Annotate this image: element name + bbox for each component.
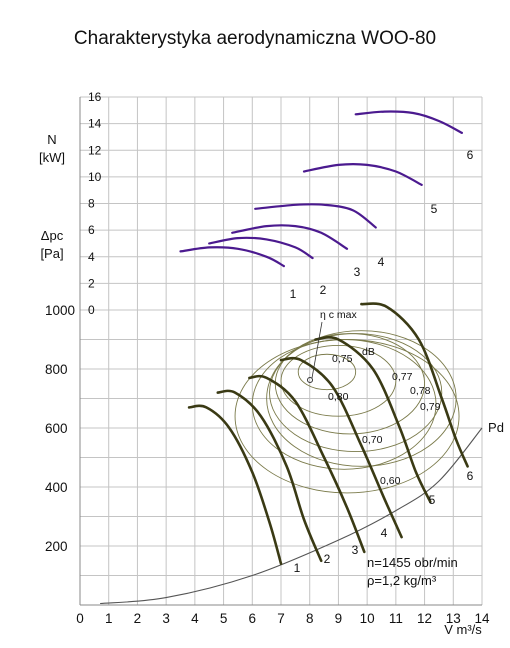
pressure-curve-6 — [360, 302, 469, 468]
power-tick-label: 14 — [88, 117, 102, 131]
efficiency-label: 0,78 — [410, 385, 431, 397]
pressure-tick-label: 200 — [45, 539, 68, 554]
power-curve-number: 6 — [467, 148, 474, 162]
efficiency-label: 0,75 — [332, 353, 353, 365]
pressure-curve-1 — [187, 404, 283, 565]
efficiency-contour — [266, 330, 457, 467]
x-tick-label: 10 — [360, 611, 375, 626]
eta-max-label: η c max — [320, 309, 358, 321]
eta-max-leader — [311, 321, 323, 379]
power-curve-number: 5 — [431, 202, 438, 216]
efficiency-label: 0,70 — [362, 434, 383, 446]
x-tick-label: 1 — [105, 611, 113, 626]
pressure-axis-unit: [Pa] — [40, 246, 63, 261]
pressure-tick-label: 600 — [45, 421, 68, 436]
x-tick-label: 13 — [446, 611, 461, 626]
power-curve-number: 3 — [354, 265, 361, 279]
power-tick-label: 10 — [88, 170, 102, 184]
efficiency-contour — [280, 344, 397, 417]
power-curve-4 — [254, 203, 377, 229]
efficiency-contour — [297, 353, 357, 391]
pressure-curve-number: 6 — [467, 469, 474, 483]
power-axis-unit: [kW] — [39, 150, 65, 165]
x-tick-label: 5 — [220, 611, 228, 626]
pressure-curve-number: 2 — [324, 552, 331, 566]
x-tick-label: 4 — [191, 611, 199, 626]
x-tick-label: 8 — [306, 611, 314, 626]
db-label: dB — [362, 346, 375, 358]
chart-title: Charakterystyka aerodynamiczna WOO-80 — [73, 28, 437, 49]
power-curve-2 — [208, 236, 314, 260]
pressure-curve-number: 5 — [429, 493, 436, 507]
pressure-curve-4 — [279, 356, 403, 539]
pressure-curve-number: 1 — [294, 561, 301, 575]
pd-label: Pd — [488, 420, 504, 435]
grid — [79, 96, 483, 605]
power-curve-5 — [302, 162, 423, 186]
pressure-tick-label: 800 — [45, 362, 68, 377]
pressure-curve-3 — [248, 374, 366, 554]
power-curve-6 — [354, 110, 463, 134]
power-axis-label: N — [47, 132, 56, 147]
pressure-curve-5 — [314, 336, 432, 504]
x-tick-label: 12 — [417, 611, 432, 626]
x-axis-label: V m³/s — [444, 622, 482, 637]
pressure-curve-number: 4 — [381, 526, 388, 540]
density-info: ρ=1,2 kg/m³ — [367, 573, 437, 588]
pressure-tick-label: 400 — [45, 480, 68, 495]
efficiency-label: 0,80 — [328, 391, 349, 403]
efficiency-label: 0,60 — [380, 475, 401, 487]
x-tick-label: 6 — [249, 611, 257, 626]
x-tick-label: 3 — [162, 611, 170, 626]
pressure-tick-label: 1000 — [45, 303, 75, 318]
x-tick-label: 7 — [277, 611, 285, 626]
power-curve-3 — [231, 224, 349, 250]
power-tick-label: 0 — [88, 303, 95, 317]
pd-curve-group — [100, 427, 483, 605]
pressure-axis-label: Δpc — [41, 228, 64, 243]
x-tick-label: 0 — [76, 611, 84, 626]
power-curve-number: 4 — [378, 255, 385, 269]
axes — [79, 97, 482, 606]
ticks: 0 1 2 3 4 5 6 7 8 9 10 11 12 13 1402468101214162004006… — [45, 90, 490, 626]
pressure-curve-2 — [216, 389, 323, 563]
speed-info: n=1455 obr/min — [367, 555, 458, 570]
power-curves — [179, 110, 463, 268]
power-tick-label: 8 — [88, 197, 95, 211]
x-tick-label: 9 — [335, 611, 343, 626]
power-curve-number: 2 — [320, 283, 327, 297]
power-tick-label: 12 — [88, 143, 102, 157]
efficiency-label: 0,79 — [420, 401, 441, 413]
eta-max-point — [307, 377, 313, 383]
power-tick-label: 6 — [88, 223, 95, 237]
x-tick-label: 2 — [134, 611, 142, 626]
x-tick-label: 14 — [474, 611, 490, 626]
power-curve-1 — [179, 246, 285, 268]
power-tick-label: 2 — [88, 276, 95, 290]
power-tick-label: 16 — [88, 90, 102, 104]
power-curve-number: 1 — [290, 287, 297, 301]
pressure-curves — [187, 302, 469, 565]
x-tick-label: 11 — [389, 611, 403, 626]
pressure-curve-number: 3 — [352, 543, 359, 557]
labels: N [kW] Δpc [Pa] V m³/s 0,60 0,70 0,75 0,77 0,78 0,… — [39, 132, 504, 637]
efficiency-contour — [269, 333, 443, 453]
power-tick-label: 4 — [88, 250, 95, 264]
efficiency-label: 0,77 — [392, 371, 413, 383]
efficiency-contours — [234, 330, 460, 494]
pd-curve — [100, 427, 483, 605]
